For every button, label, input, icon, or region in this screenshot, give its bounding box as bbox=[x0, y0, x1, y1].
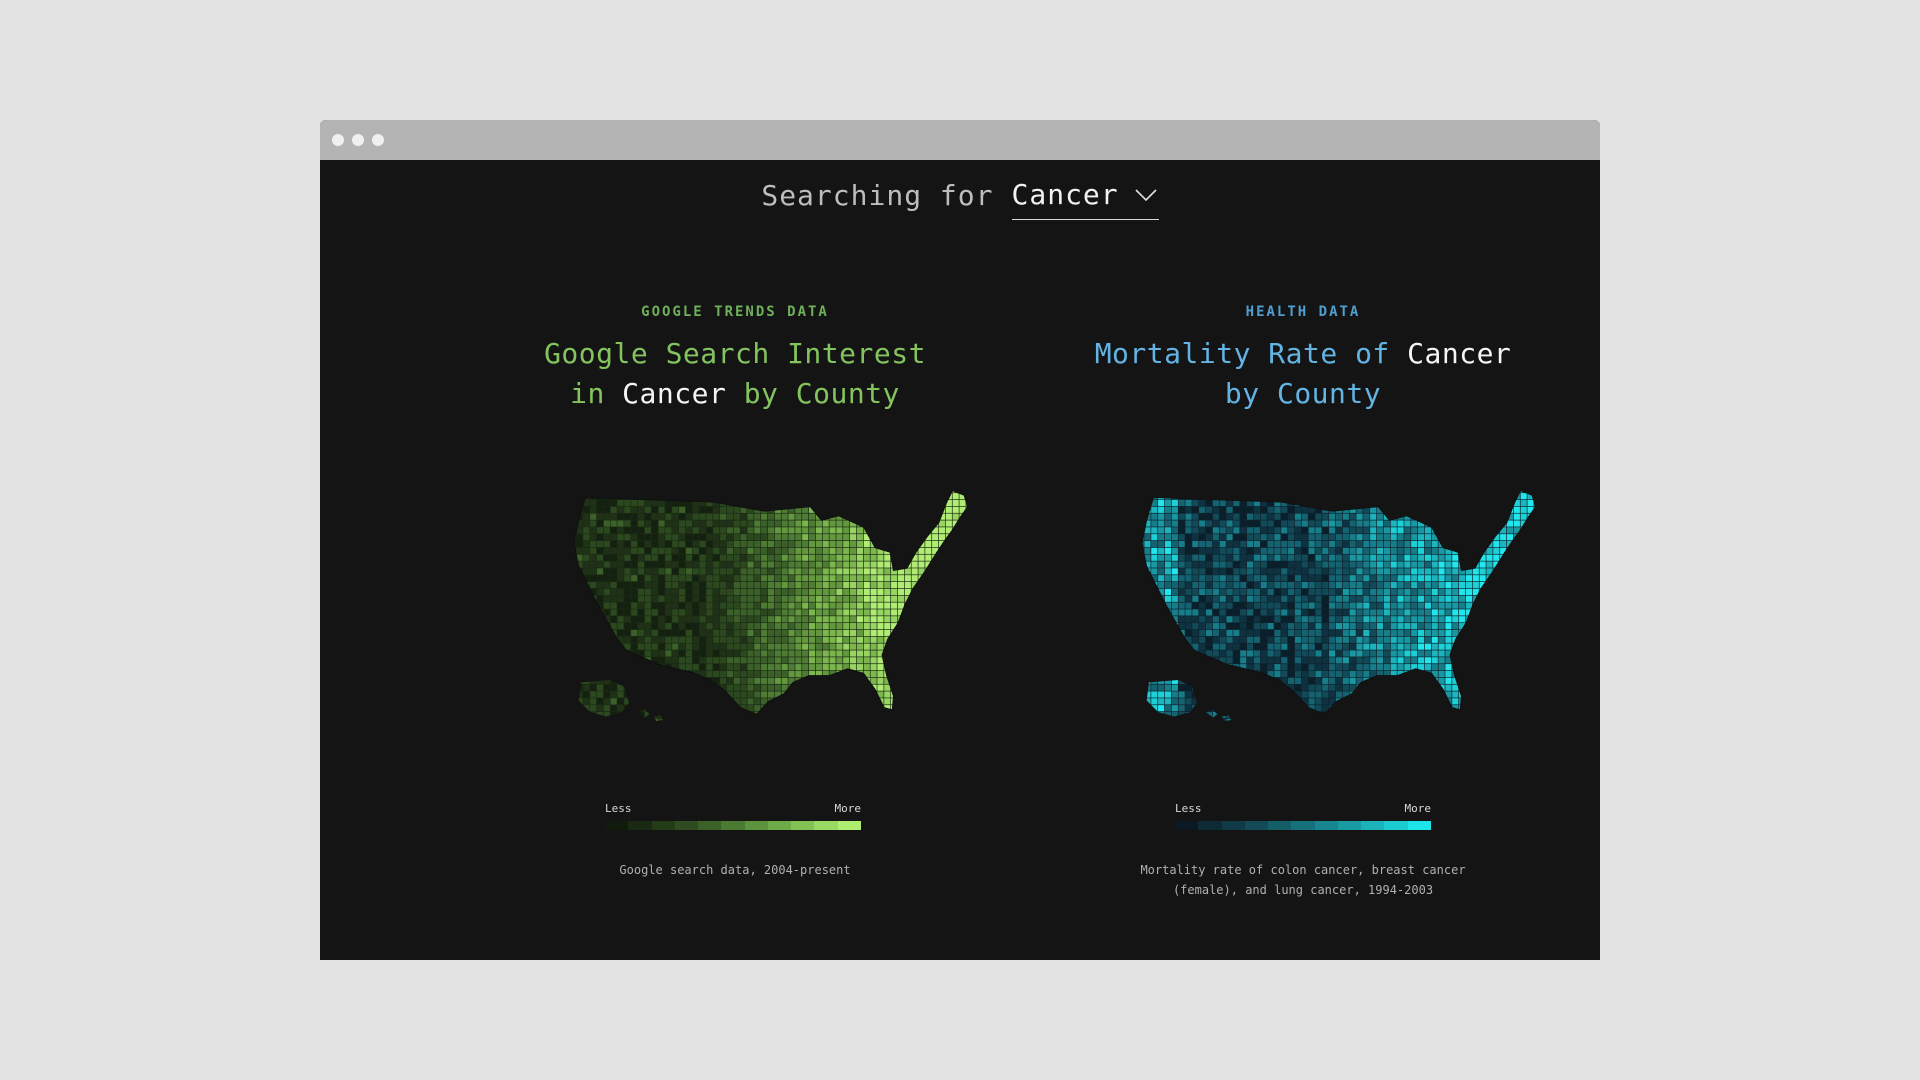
source-line: Mortality rate of colon cancer, breast c… bbox=[1140, 863, 1466, 877]
us-county-map-mortality-rate bbox=[1141, 490, 1536, 722]
legend-less-label: Less bbox=[605, 802, 632, 815]
map-outline bbox=[1141, 490, 1536, 715]
headline-search-term: Cancer bbox=[1407, 337, 1512, 370]
legend-swatch bbox=[791, 821, 815, 830]
source-line: (female), and lung cancer, 1994-2003 bbox=[1172, 883, 1434, 897]
panel-headline: Mortality Rate of Cancer by County bbox=[1043, 334, 1563, 414]
panel-eyebrow: HEALTH DATA bbox=[1245, 304, 1361, 320]
health-data-panel: HEALTH DATA Mortality Rate of Cancer by … bbox=[1043, 160, 1563, 960]
legend-swatch bbox=[1198, 821, 1222, 830]
panel-eyebrow: GOOGLE TRENDS DATA bbox=[641, 304, 829, 320]
window-close-dot[interactable] bbox=[332, 134, 344, 146]
legend-swatch bbox=[674, 821, 699, 830]
legend-color-scale bbox=[605, 821, 861, 830]
legend-swatch bbox=[628, 821, 652, 830]
panel-headline: Google Search Interest in Cancer by Coun… bbox=[475, 334, 995, 414]
headline-search-term: Cancer bbox=[622, 377, 727, 410]
legend-more-label: More bbox=[1404, 802, 1432, 815]
legend-swatch bbox=[721, 821, 745, 830]
legend-swatch bbox=[1337, 821, 1362, 830]
search-prefix: Searching for bbox=[761, 179, 994, 212]
us-county-map-search-interest bbox=[573, 490, 968, 722]
legend-swatch bbox=[1244, 821, 1269, 830]
legend-color-scale bbox=[1175, 821, 1431, 830]
legend-swatch bbox=[1384, 821, 1408, 830]
legend-swatch bbox=[1361, 821, 1385, 830]
chevron-down-icon bbox=[1135, 188, 1157, 201]
map-outline bbox=[573, 490, 968, 715]
headline-part: by County bbox=[1224, 377, 1382, 410]
legend-swatch bbox=[767, 821, 792, 830]
legend-swatch bbox=[1407, 821, 1431, 830]
legend-swatch bbox=[698, 821, 722, 830]
search-term-value: Cancer bbox=[1011, 178, 1119, 211]
legend-swatch bbox=[837, 821, 861, 830]
search-row: Searching for Cancer bbox=[320, 178, 1600, 220]
browser-window: Searching for Cancer GOOGLE TRENDS DATA … bbox=[320, 120, 1600, 960]
legend-swatch bbox=[1221, 821, 1245, 830]
legend-swatch bbox=[814, 821, 838, 830]
color-legend: Less More bbox=[1175, 802, 1431, 830]
legend-swatch bbox=[651, 821, 675, 830]
legend-swatch bbox=[1268, 821, 1292, 830]
window-minimize-dot[interactable] bbox=[352, 134, 364, 146]
window-maximize-dot[interactable] bbox=[372, 134, 384, 146]
legend-swatch bbox=[744, 821, 768, 830]
color-legend: Less More bbox=[605, 802, 861, 830]
headline-part: by County bbox=[743, 377, 900, 410]
data-source-note: Google search data, 2004-present bbox=[619, 863, 851, 877]
search-term-dropdown[interactable]: Cancer bbox=[1011, 178, 1159, 220]
legend-swatch bbox=[605, 821, 629, 830]
headline-part: Google Search Interest bbox=[544, 337, 926, 370]
google-trends-panel: GOOGLE TRENDS DATA Google Search Interes… bbox=[475, 160, 995, 960]
window-titlebar bbox=[320, 120, 1600, 160]
legend-swatch bbox=[1175, 821, 1199, 830]
legend-more-label: More bbox=[834, 802, 862, 815]
page-content: Searching for Cancer GOOGLE TRENDS DATA … bbox=[320, 160, 1600, 960]
headline-part: Mortality Rate of bbox=[1094, 337, 1390, 370]
legend-less-label: Less bbox=[1175, 802, 1202, 815]
legend-swatch bbox=[1314, 821, 1338, 830]
legend-swatch bbox=[1291, 821, 1315, 830]
headline-part: in bbox=[570, 377, 605, 410]
data-source-note: Mortality rate of colon cancer, breast c… bbox=[1043, 860, 1563, 900]
